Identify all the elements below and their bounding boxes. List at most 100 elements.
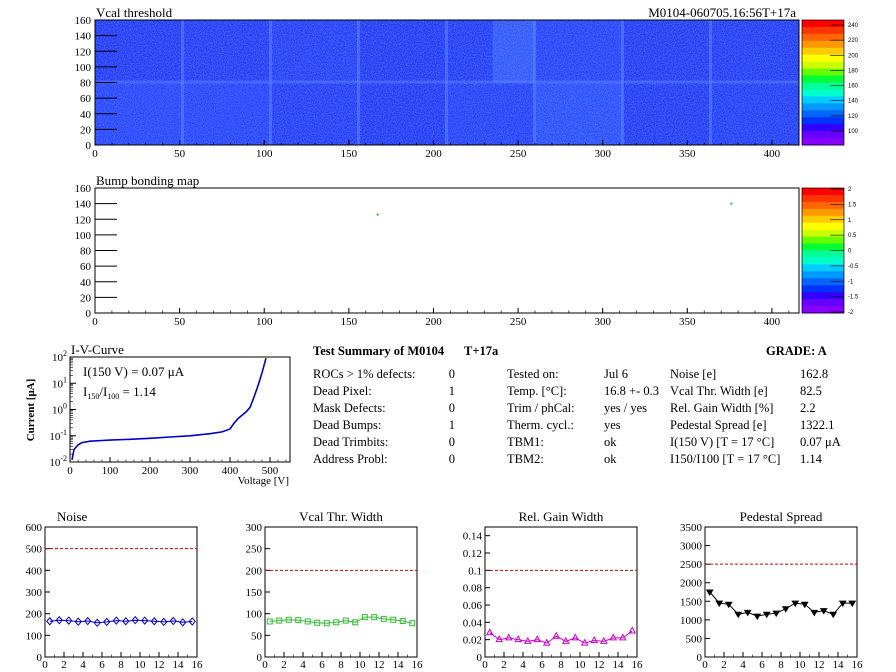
data-point (399, 618, 406, 625)
summary-value: 1 (448, 418, 455, 432)
summary-value: 0 (448, 452, 455, 466)
colorbar-swatch (802, 215, 844, 224)
summary-row: Address Probl: 0 (313, 451, 455, 468)
summary-row: ROCs > 1% defects: 0 (313, 366, 455, 383)
summary-label: Address Probl: (313, 452, 388, 466)
x-tick-label: 150 (341, 148, 358, 160)
colorbar-swatch (802, 257, 844, 265)
data-point (342, 617, 349, 624)
colorbar-tick-label: 1.5 (848, 202, 857, 208)
x-tick-label: 8 (778, 659, 784, 671)
summary-value: 162.8 (800, 367, 829, 381)
summary-row: Dead Pixel: 1 (313, 383, 455, 400)
x-tick-label: 12 (594, 659, 605, 671)
summary-label: Dead Trimbits: (313, 435, 389, 449)
data-point (618, 633, 627, 641)
x-tick-label: 8 (118, 659, 124, 671)
y-tick-label: 500 (686, 633, 703, 645)
data-point (485, 628, 494, 636)
data-point (160, 617, 168, 627)
data-point (112, 616, 120, 625)
data-point (333, 619, 340, 626)
data-point (800, 601, 809, 609)
x-tick-label: 50 (174, 148, 186, 160)
y-tick-label: 140 (75, 199, 92, 211)
y-tick-label: 101 (52, 375, 67, 390)
x-tick-label: 100 (256, 316, 273, 328)
colorbar-swatch (802, 201, 844, 210)
y-tick-label: 0.14 (463, 531, 483, 543)
x-tick-label: 14 (833, 659, 845, 671)
data-point (552, 631, 561, 639)
data-point (295, 617, 302, 624)
summary-row: Temp. [°C]: 16.8 +- 0.3 (507, 383, 663, 400)
y-tick-label: 40 (80, 109, 92, 121)
colorbar-swatch (802, 292, 844, 300)
colorbar-tick-label: 120 (848, 114, 859, 120)
x-tick-label: 12 (814, 659, 825, 671)
y-tick-label: 120 (75, 46, 92, 58)
colorbar-swatch (802, 89, 844, 97)
summary-label: ROCs > 1% defects: (313, 367, 416, 381)
colorbar-tick-label: -1.5 (848, 295, 859, 301)
y-tick-label: 80 (80, 246, 92, 258)
x-tick-label: 4 (520, 659, 526, 671)
x-tick-label: 6 (539, 659, 545, 671)
iv-ratio-text: I150/I100 = 1.14 (83, 384, 156, 401)
x-tick-label: 10 (135, 659, 147, 671)
data-point (753, 613, 762, 621)
x-tick-label: 0 (42, 659, 48, 671)
x-tick-label: 200 (425, 148, 442, 160)
y-tick-label: 150 (246, 587, 263, 599)
colorbar-swatch (802, 222, 844, 231)
summary-label: Tested on: (507, 367, 559, 381)
heatmap-noise (95, 20, 799, 145)
y-tick-label: 3500 (680, 522, 703, 534)
summary-row: Mask Defects: 0 (313, 400, 455, 417)
colorbar-swatch (802, 208, 844, 217)
x-tick-label: 150 (341, 316, 358, 328)
series-line (269, 616, 413, 624)
data-point (743, 609, 752, 617)
data-point (533, 635, 542, 643)
data-point (380, 615, 387, 622)
y-tick-label: 160 (75, 15, 92, 27)
colorbar-swatch (802, 124, 844, 132)
colorbar-swatch (802, 20, 844, 28)
x-tick-label: 250 (510, 148, 527, 160)
y-tick-label: 0.08 (463, 583, 483, 595)
y-tick-label: 100 (52, 402, 67, 417)
y-tick-label: 0 (477, 652, 483, 664)
x-tick-label: 350 (679, 148, 696, 160)
summary-value: yes (604, 418, 621, 432)
colorbar-swatch (802, 110, 844, 118)
x-tick-label: 8 (338, 659, 344, 671)
data-point (141, 616, 149, 625)
colorbar-frame (801, 19, 845, 146)
summary-row: TBM1: ok (507, 434, 663, 451)
summary-value: 82.5 (800, 384, 822, 398)
summary-chart-2: Vcal Thr. Width 0 2 4 6 8 10 12 14 16 0 50 100 150 200… (246, 509, 424, 671)
data-point (724, 601, 733, 609)
vcal-threshold-title: Vcal threshold (96, 5, 173, 20)
data-point (304, 618, 311, 625)
vcal-colorbar: 240 220 200 180 160 140 120 100 (801, 19, 859, 146)
y-tick-label: 0.06 (463, 600, 483, 612)
chart-frame (264, 526, 418, 658)
chart-title: Vcal Thr. Width (299, 509, 383, 524)
data-point (390, 616, 397, 623)
colorbar-swatch (802, 271, 844, 279)
y-tick-label: 0.1 (468, 565, 482, 577)
colorbar-swatch (802, 103, 844, 111)
y-tick-label: 600 (26, 522, 43, 534)
x-tick-label: 16 (632, 659, 644, 671)
iv-current-text: I(150 V) = 0.07 μA (83, 364, 185, 379)
summary-row: Noise [e] 162.8 (670, 366, 852, 383)
colorbar-swatch (802, 26, 844, 35)
bump-defect-point (376, 213, 379, 216)
y-tick-label: 0 (257, 652, 263, 664)
summary-label: TBM2: (507, 452, 544, 466)
data-point (523, 636, 532, 644)
summary-value: 0 (448, 367, 455, 381)
